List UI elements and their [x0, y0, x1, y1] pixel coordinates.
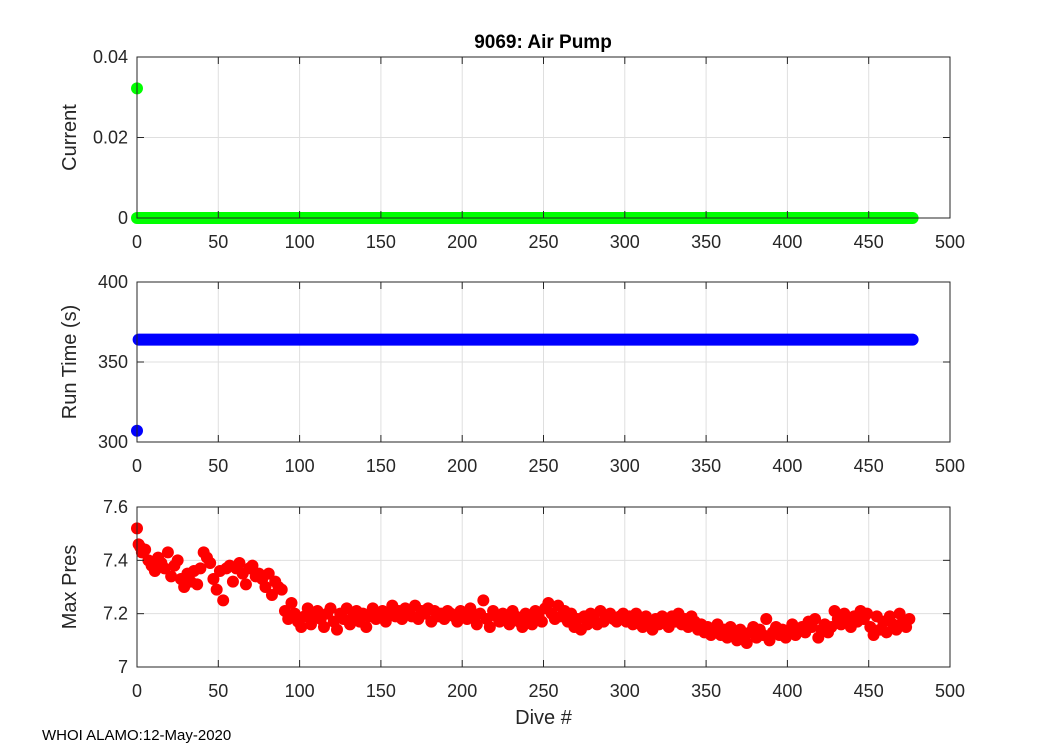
- data-point: [880, 626, 893, 639]
- x-tick-label: 100: [285, 232, 315, 252]
- data-point: [542, 597, 555, 609]
- data-point: [483, 621, 496, 633]
- figure-title: 9069: Air Pump: [474, 32, 612, 53]
- data-point: [295, 621, 308, 633]
- data-point: [861, 607, 874, 620]
- x-tick-label: 50: [208, 232, 228, 252]
- x-tick-label: 200: [447, 232, 477, 252]
- data-point: [903, 613, 916, 625]
- x-tick-label: 500: [935, 681, 965, 701]
- data-point: [360, 621, 373, 633]
- y-tick-label: 0: [118, 208, 128, 228]
- subplot-2: 0 50 100 150 200 250 300 350 400 450 500 300 350 400 R…: [59, 272, 965, 476]
- data-point: [204, 557, 217, 569]
- data-point: [262, 567, 275, 580]
- data-point: [148, 565, 161, 577]
- data-point: [330, 623, 343, 636]
- data-point: [158, 562, 171, 575]
- data-point: [825, 621, 838, 633]
- x-axis-label: Dive #: [515, 707, 573, 729]
- x-tick-label: 300: [610, 232, 640, 252]
- data-point: [275, 583, 288, 596]
- x-tick-label: 0: [132, 232, 142, 252]
- subplot-1: 0 50 100 150 200 250 300 350 400 450 500 0 0.02 0.04 C…: [59, 47, 965, 252]
- data-point: [171, 554, 184, 567]
- x-tick-label: 400: [772, 456, 802, 476]
- y-axis-label: Max Pres: [59, 545, 81, 629]
- data-point: [265, 589, 278, 601]
- data-point: [809, 613, 822, 625]
- y-axis-label: Current: [59, 104, 81, 171]
- data-point: [285, 597, 298, 609]
- data-point: [207, 573, 220, 585]
- data-point: [210, 583, 223, 596]
- x-tick-label: 400: [772, 232, 802, 252]
- subplots: 0 50 100 150 200 250 300 350 400 450 50000.020.04C…: [59, 47, 965, 729]
- x-tick-label: 450: [854, 681, 884, 701]
- y-tick-label: 300: [98, 432, 128, 452]
- x-tick-label: 50: [208, 681, 228, 701]
- y-axis-label: Run Time (s): [59, 305, 81, 419]
- x-tick-label: 200: [447, 681, 477, 701]
- data-point: [470, 618, 483, 631]
- data-point: [226, 575, 239, 588]
- data-point: [217, 594, 230, 607]
- x-tick-label: 350: [691, 232, 721, 252]
- data-point: [890, 623, 903, 636]
- x-tick-label: 0: [132, 681, 142, 701]
- data-point: [259, 581, 272, 593]
- data-point: [317, 621, 330, 633]
- x-tick-label: 450: [854, 232, 884, 252]
- data-point: [165, 570, 178, 583]
- x-tick-label: 400: [772, 681, 802, 701]
- x-tick-label: 450: [854, 456, 884, 476]
- x-tick-label: 350: [691, 681, 721, 701]
- data-point: [760, 613, 773, 625]
- y-tick-label: 0.02: [93, 128, 128, 148]
- y-tick-label: 400: [98, 272, 128, 292]
- data-point: [191, 578, 204, 591]
- x-tick-label: 50: [208, 456, 228, 476]
- data-point: [246, 559, 259, 572]
- y-tick-label: 350: [98, 352, 128, 372]
- y-tick-label: 7: [118, 657, 128, 677]
- data-point: [340, 602, 353, 615]
- data-point: [239, 578, 252, 591]
- data-point: [740, 637, 753, 649]
- subplot-3: 0 50 100 150 200 250 300 350 400 450 500 7 7.2 7.4 7.6…: [59, 497, 965, 729]
- data-point: [161, 546, 174, 559]
- x-tick-label: 250: [528, 456, 558, 476]
- x-tick-label: 300: [610, 456, 640, 476]
- data-point: [451, 615, 464, 628]
- data-point: [503, 618, 516, 631]
- x-tick-label: 350: [691, 456, 721, 476]
- data-point: [516, 621, 529, 633]
- x-tick-label: 250: [528, 232, 558, 252]
- data-point: [324, 602, 337, 615]
- data-point: [233, 557, 246, 569]
- data-point: [194, 562, 207, 575]
- data-point: [139, 543, 152, 556]
- x-tick-label: 150: [366, 232, 396, 252]
- x-tick-label: 500: [935, 456, 965, 476]
- data-point: [477, 594, 490, 607]
- x-tick-label: 150: [366, 456, 396, 476]
- y-tick-label: 7.2: [103, 604, 128, 624]
- x-tick-label: 500: [935, 232, 965, 252]
- data-point: [301, 602, 314, 615]
- x-tick-label: 100: [285, 681, 315, 701]
- y-tick-label: 0.04: [93, 47, 128, 67]
- y-tick-label: 7.6: [103, 497, 128, 517]
- x-tick-label: 250: [528, 681, 558, 701]
- x-tick-label: 300: [610, 681, 640, 701]
- x-tick-label: 0: [132, 456, 142, 476]
- x-tick-label: 100: [285, 456, 315, 476]
- y-tick-label: 7.4: [103, 550, 128, 570]
- footer-label: WHOI ALAMO:12-May-2020: [42, 727, 232, 744]
- data-point: [526, 618, 539, 631]
- data-point: [535, 615, 548, 628]
- x-tick-label: 150: [366, 681, 396, 701]
- x-tick-label: 200: [447, 456, 477, 476]
